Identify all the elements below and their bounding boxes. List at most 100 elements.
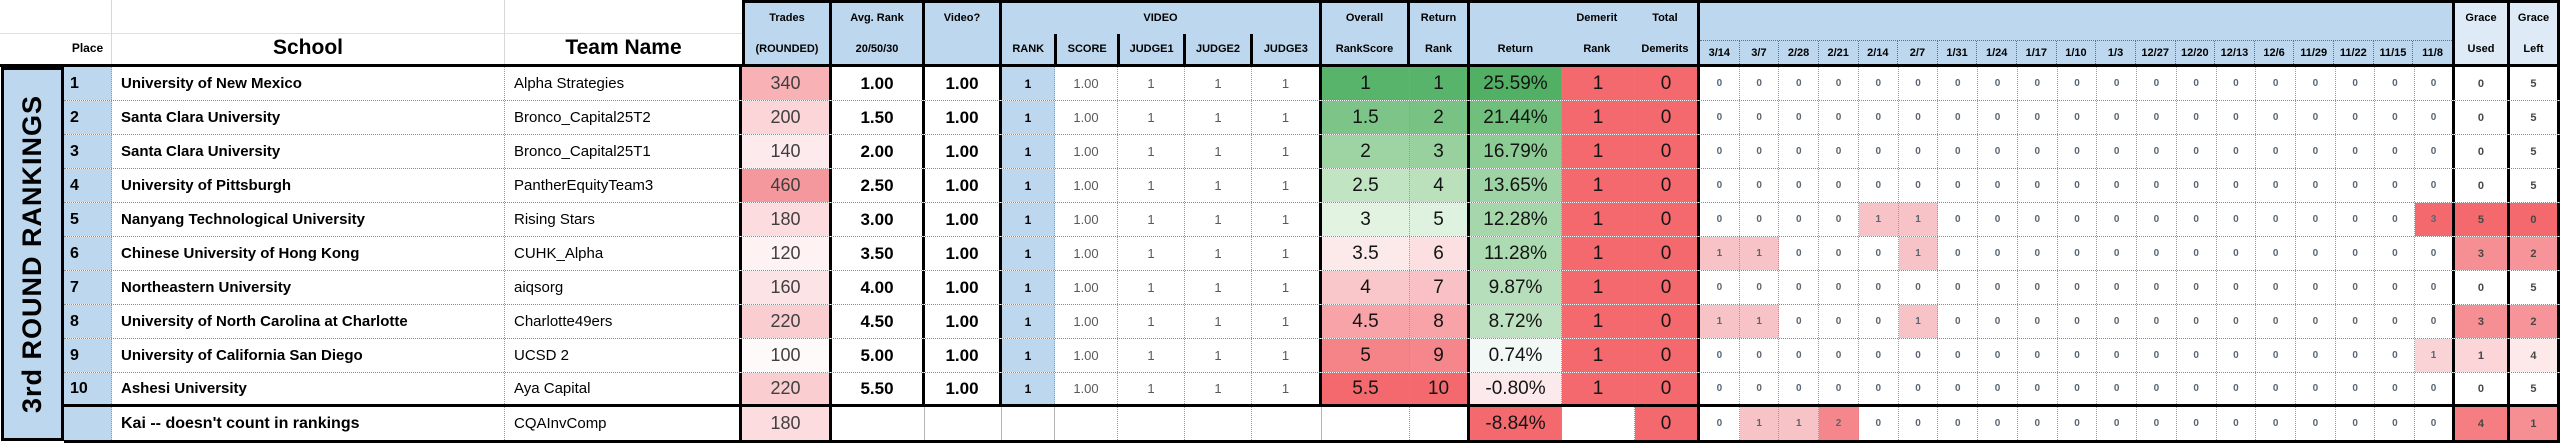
date-cell[interactable]: 0	[2375, 237, 2416, 270]
header-school[interactable]: School	[112, 0, 505, 64]
cell-grace-used[interactable]: 3	[2454, 237, 2510, 270]
header-date-12-13[interactable]: 12/13	[2214, 41, 2254, 64]
date-cell[interactable]: 0	[2296, 237, 2336, 270]
header-date-3-7[interactable]: 3/7	[1738, 41, 1779, 64]
date-cell[interactable]: 1	[1739, 407, 1780, 440]
date-cell[interactable]: 0	[1938, 135, 1979, 168]
date-cell[interactable]: 0	[2336, 169, 2376, 202]
date-cell[interactable]: 1	[1898, 203, 1939, 236]
cell-return[interactable]: -8.84%	[1470, 407, 1562, 440]
cell-video-rank[interactable]: 1	[1002, 339, 1055, 372]
header-date-12-6[interactable]: 12/6	[2253, 41, 2294, 64]
date-cell[interactable]: 0	[1700, 67, 1740, 100]
cell-judge2[interactable]: 1	[1185, 271, 1252, 304]
date-cell[interactable]: 0	[2058, 237, 2098, 270]
date-cell[interactable]: 0	[2336, 237, 2376, 270]
cell-trades[interactable]: 120	[742, 237, 832, 270]
cell-overall-rankscore[interactable]: 1.5	[1322, 101, 1410, 134]
cell-judge3[interactable]: 1	[1252, 339, 1322, 372]
date-cell[interactable]: 1	[2415, 339, 2455, 372]
cell-video[interactable]	[925, 407, 1002, 440]
cell-trades[interactable]: 180	[742, 203, 832, 236]
cell-judge2[interactable]: 1	[1185, 203, 1252, 236]
cell-demerit-rank[interactable]: 1	[1562, 135, 1635, 168]
header-return-rank[interactable]: Return Rank	[1410, 0, 1470, 64]
cell-overall-rankscore[interactable]	[1322, 407, 1410, 440]
date-cell[interactable]: 2	[1819, 407, 1859, 440]
date-cell[interactable]: 0	[2018, 135, 2058, 168]
date-cell[interactable]: 0	[1978, 271, 2018, 304]
cell-grace-left[interactable]: 4	[2509, 339, 2560, 372]
header-grace-used[interactable]: Grace Used	[2455, 0, 2510, 64]
cell-return-rank[interactable]: 3	[1410, 135, 1470, 168]
date-cell[interactable]: 0	[2058, 135, 2098, 168]
cell-judge3[interactable]: 1	[1252, 169, 1322, 202]
date-cell[interactable]: 0	[1740, 203, 1780, 236]
cell-return-rank[interactable]: 2	[1410, 101, 1470, 134]
date-cell[interactable]: 0	[2336, 339, 2376, 372]
date-cell[interactable]: 0	[2058, 407, 2098, 440]
header-team-name[interactable]: Team Name	[505, 0, 742, 64]
cell-overall-rankscore[interactable]: 5	[1322, 339, 1410, 372]
cell-judge3[interactable]	[1252, 407, 1322, 440]
date-cell[interactable]: 0	[1859, 169, 1899, 202]
cell-avg-rank[interactable]: 4.00	[832, 271, 925, 304]
header-date-2-21[interactable]: 2/21	[1817, 41, 1858, 64]
date-cell[interactable]: 0	[1740, 135, 1780, 168]
date-cell[interactable]: 0	[1779, 203, 1820, 236]
date-cell[interactable]: 0	[2177, 135, 2217, 168]
date-cell[interactable]: 0	[2018, 203, 2058, 236]
date-cell[interactable]: 0	[2177, 67, 2217, 100]
header-date-2-14[interactable]: 2/14	[1857, 41, 1898, 64]
date-cell[interactable]: 0	[1899, 135, 1939, 168]
date-cell[interactable]: 0	[2058, 339, 2098, 372]
date-cell[interactable]: 0	[1978, 305, 2018, 338]
cell-return[interactable]: 0.74%	[1470, 339, 1562, 372]
cell-grace-left[interactable]: 5	[2510, 135, 2560, 168]
cell-school[interactable]: University of North Carolina at Charlott…	[112, 305, 505, 338]
cell-video-rank[interactable]: 1	[1002, 135, 1055, 168]
cell-video-rank[interactable]: 1	[1002, 237, 1055, 270]
date-cell[interactable]: 0	[2217, 101, 2257, 134]
date-cell[interactable]: 0	[2375, 101, 2416, 134]
date-cell[interactable]: 0	[1819, 169, 1859, 202]
date-cell[interactable]: 0	[2097, 407, 2138, 440]
cell-trades[interactable]: 140	[742, 135, 832, 168]
date-cell[interactable]: 0	[2296, 203, 2336, 236]
header-video-group[interactable]: VIDEO RANK SCORE JUDGE1 JUDGE2 JUDGE3	[1002, 0, 1322, 64]
cell-video-rank[interactable]: 1	[1002, 271, 1055, 304]
cell-grace-left[interactable]: 2	[2509, 305, 2560, 338]
date-cell[interactable]: 0	[2097, 271, 2138, 304]
date-cell[interactable]: 0	[2097, 339, 2138, 372]
header-date-11-15[interactable]: 11/15	[2372, 41, 2413, 64]
header-video-rank[interactable]: RANK	[1012, 42, 1045, 55]
header-date-11-29[interactable]: 11/29	[2293, 41, 2333, 64]
cell-judge1[interactable]: 1	[1118, 373, 1185, 404]
date-cell[interactable]: 0	[2296, 407, 2336, 440]
date-cell[interactable]: 0	[1938, 407, 1979, 440]
date-cell[interactable]: 0	[2137, 271, 2177, 304]
cell-video[interactable]: 1.00	[925, 169, 1002, 202]
cell-team-name[interactable]: aiqsorg	[505, 271, 742, 304]
cell-video-score[interactable]: 1.00	[1055, 339, 1118, 372]
date-cell[interactable]: 0	[2097, 203, 2138, 236]
date-cell[interactable]: 0	[2097, 101, 2138, 134]
cell-judge3[interactable]: 1	[1252, 305, 1322, 338]
header-date-1-31[interactable]: 1/31	[1936, 41, 1977, 64]
header-date-1-10[interactable]: 1/10	[2055, 41, 2096, 64]
date-cell[interactable]: 0	[2018, 373, 2058, 404]
cell-video[interactable]: 1.00	[925, 67, 1002, 100]
date-cell[interactable]: 0	[1978, 237, 2018, 270]
cell-judge1[interactable]: 1	[1118, 237, 1185, 270]
cell-school[interactable]: Santa Clara University	[112, 101, 505, 134]
date-cell[interactable]: 0	[2296, 135, 2336, 168]
cell-video-score[interactable]: 1.00	[1055, 305, 1118, 338]
cell-school[interactable]: University of Pittsburgh	[112, 169, 505, 202]
date-cell[interactable]: 0	[1859, 237, 1899, 270]
cell-video-score[interactable]	[1055, 407, 1118, 440]
cell-judge1[interactable]: 1	[1118, 169, 1185, 202]
date-cell[interactable]: 0	[2256, 237, 2297, 270]
cell-overall-rankscore[interactable]: 2	[1322, 135, 1410, 168]
date-cell[interactable]: 0	[1740, 67, 1780, 100]
cell-grace-used[interactable]: 0	[2455, 169, 2510, 202]
